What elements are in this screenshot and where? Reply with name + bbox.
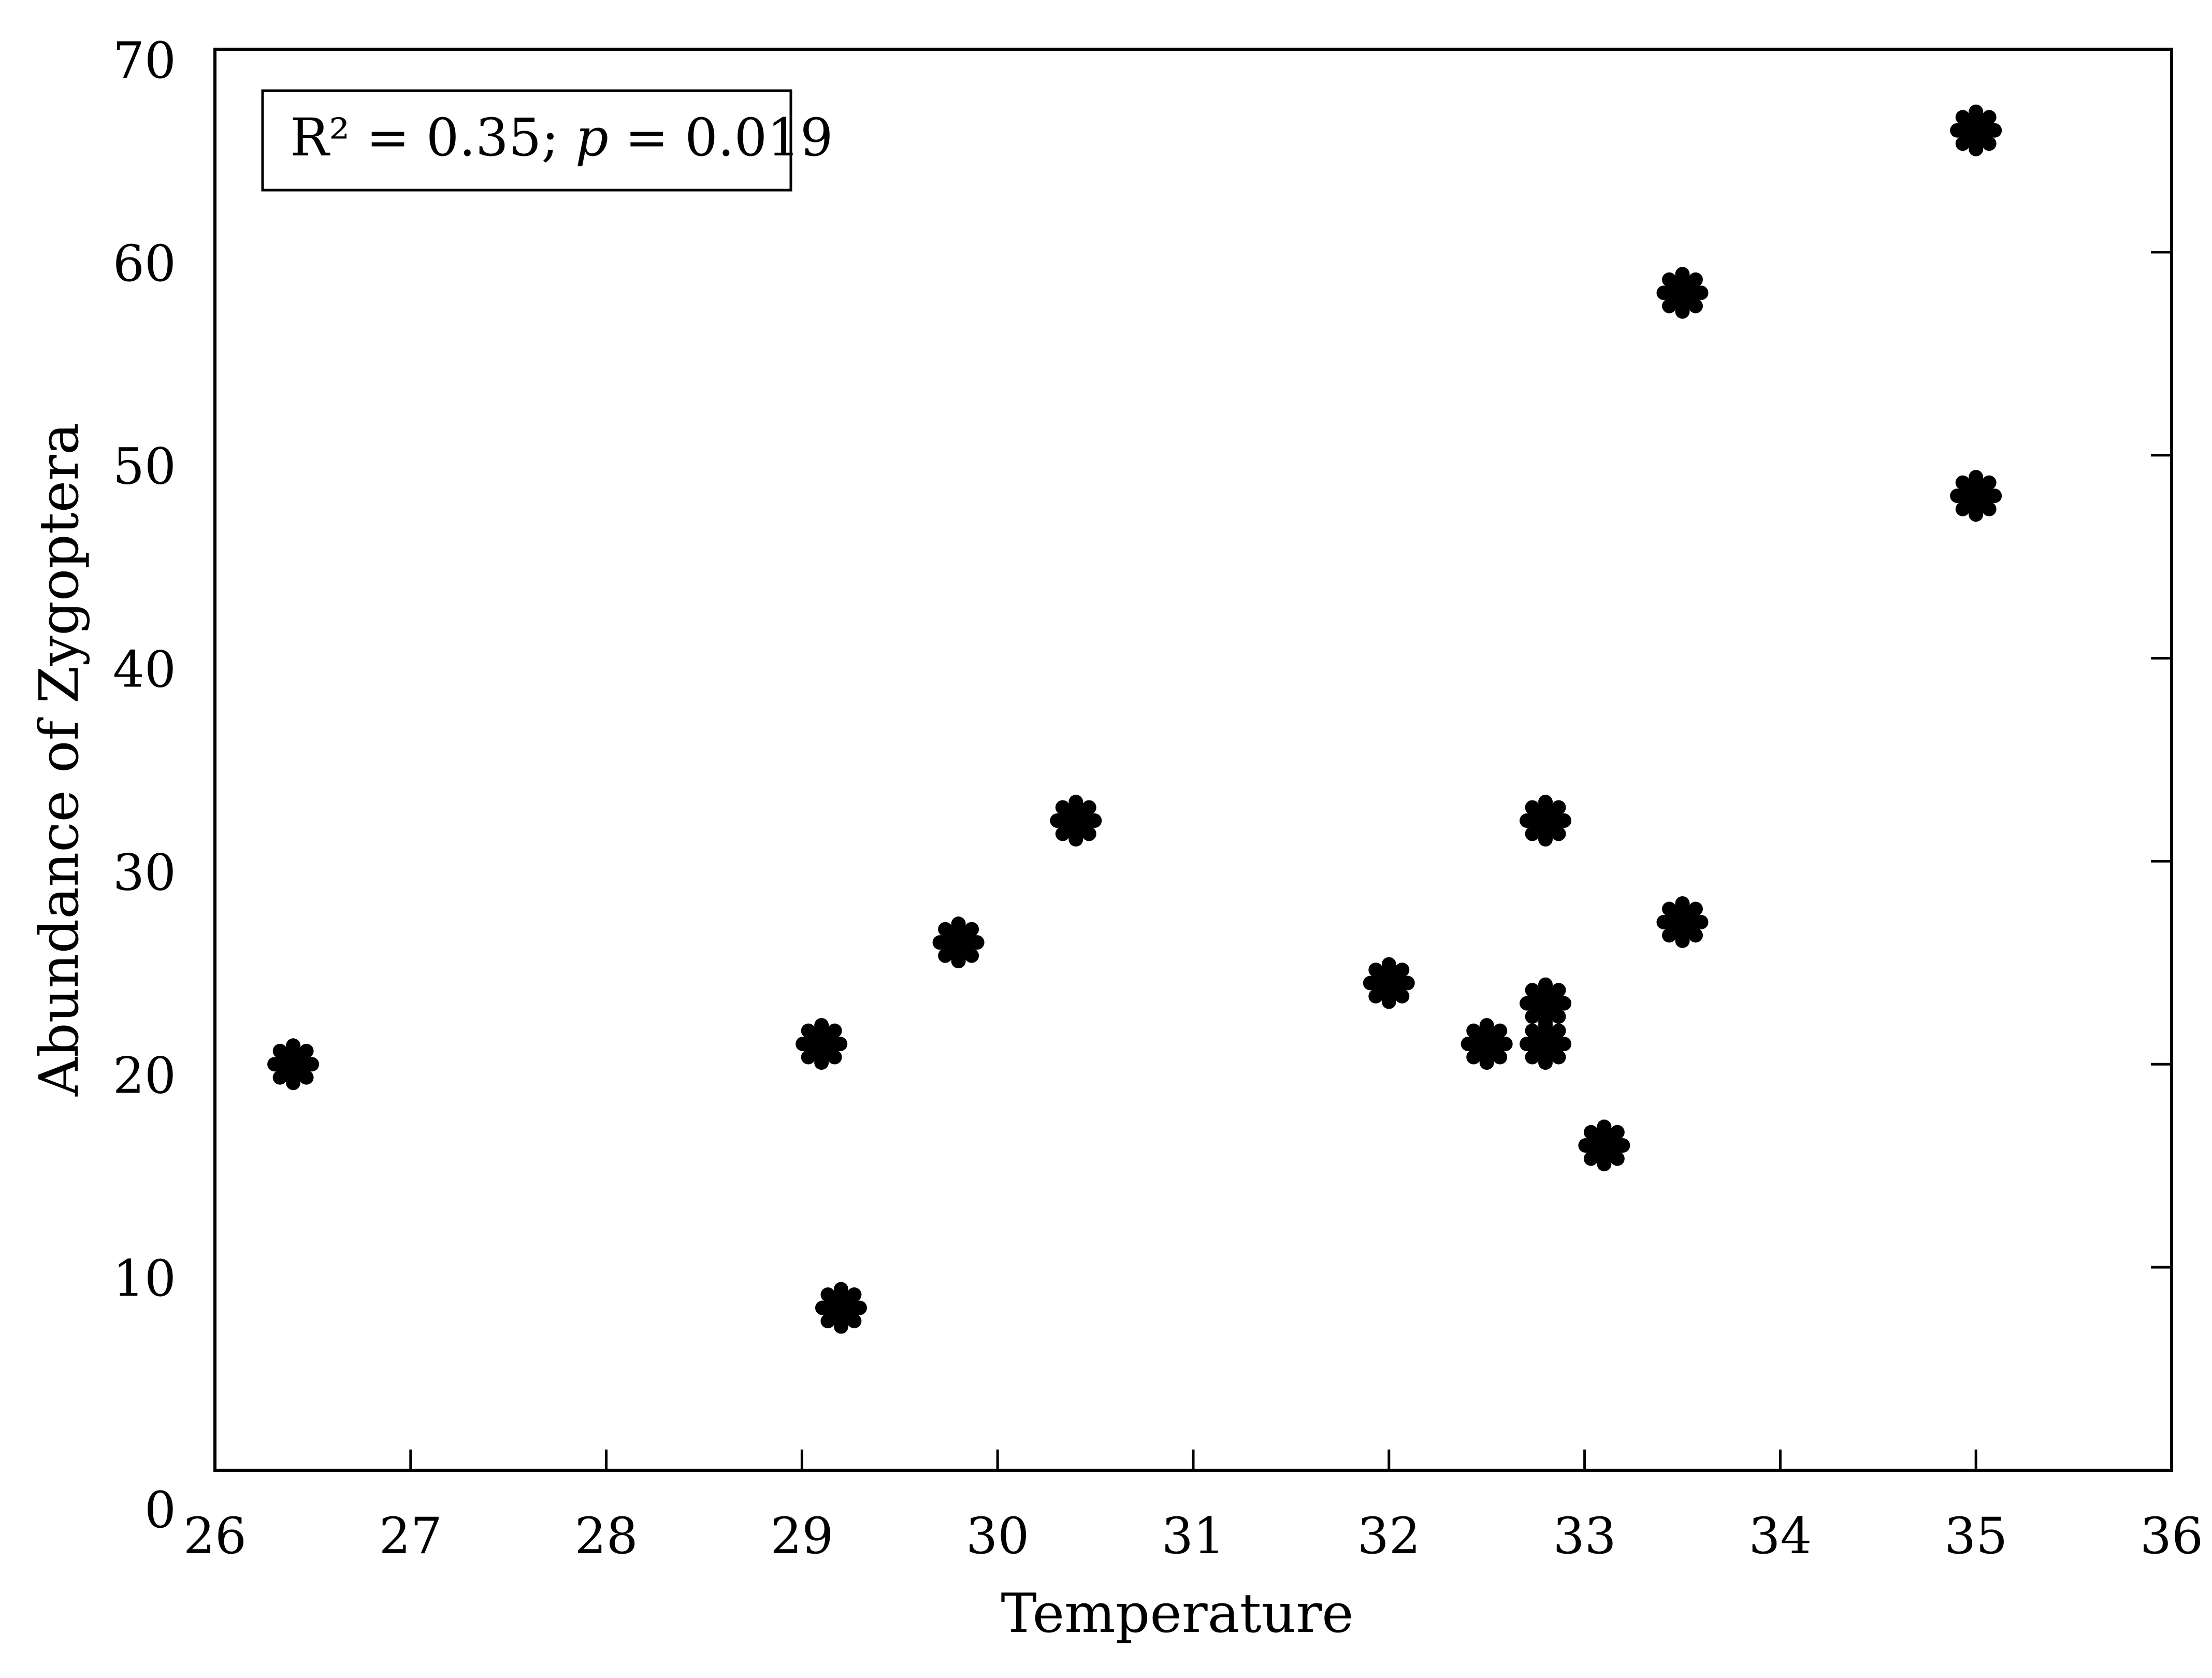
data-point [267, 1038, 320, 1091]
data-points [267, 104, 2002, 1334]
x-tick-label: 34 [1748, 1507, 1812, 1565]
y-tick-label: 20 [113, 1046, 176, 1105]
data-point [1656, 267, 1709, 319]
x-tick-label: 30 [966, 1507, 1029, 1565]
y-tick-label: 0 [144, 1481, 176, 1539]
x-tick-label: 28 [575, 1507, 638, 1565]
p-value-text: = 0.019 [609, 107, 833, 168]
x-tick-label: 26 [183, 1507, 247, 1565]
y-axis-ticks: 0 10 20 30 40 50 60 70 [113, 32, 2172, 1539]
plot-frame [213, 48, 2173, 1472]
data-point [1461, 1018, 1513, 1070]
x-tick-label: 36 [2140, 1507, 2203, 1565]
data-point [932, 916, 985, 969]
x-tick-label: 29 [770, 1507, 833, 1565]
stats-text: R² = 0.35; p = 0.019 [290, 107, 833, 168]
r2-text: R² = 0.35; [290, 107, 559, 168]
y-tick-label: 40 [113, 641, 176, 699]
y-axis-label: Abundance of Zygoptera [27, 423, 91, 1097]
x-tick-label: 33 [1553, 1507, 1616, 1565]
y-tick-label: 30 [113, 843, 176, 901]
x-tick-label: 32 [1357, 1507, 1421, 1565]
stats-box [261, 89, 792, 192]
data-point [1050, 795, 1102, 847]
data-point [1520, 795, 1572, 847]
x-tick-label: 35 [1944, 1507, 2007, 1565]
data-point [1656, 896, 1709, 948]
x-tick-label: 31 [1162, 1507, 1225, 1565]
y-tick-label: 60 [113, 235, 176, 293]
x-tick-label: 27 [379, 1507, 442, 1565]
data-point [1363, 957, 1415, 1009]
x-axis-label: Temperature [1001, 1582, 1353, 1645]
data-point [815, 1282, 867, 1334]
data-point [1520, 977, 1572, 1029]
data-point [1578, 1120, 1630, 1172]
y-tick-label: 70 [113, 32, 176, 90]
p-symbol: p [575, 107, 609, 168]
x-axis-ticks: 26 27 28 29 30 31 32 33 34 35 36 [183, 1450, 2203, 1565]
data-point [796, 1018, 848, 1070]
data-point [1950, 470, 2002, 522]
y-tick-label: 50 [113, 438, 176, 496]
y-tick-label: 10 [113, 1250, 176, 1308]
stats-annotation: R² = 0.35; p = 0.019 [261, 89, 833, 192]
data-point [1950, 104, 2002, 156]
data-point [1520, 1018, 1572, 1070]
